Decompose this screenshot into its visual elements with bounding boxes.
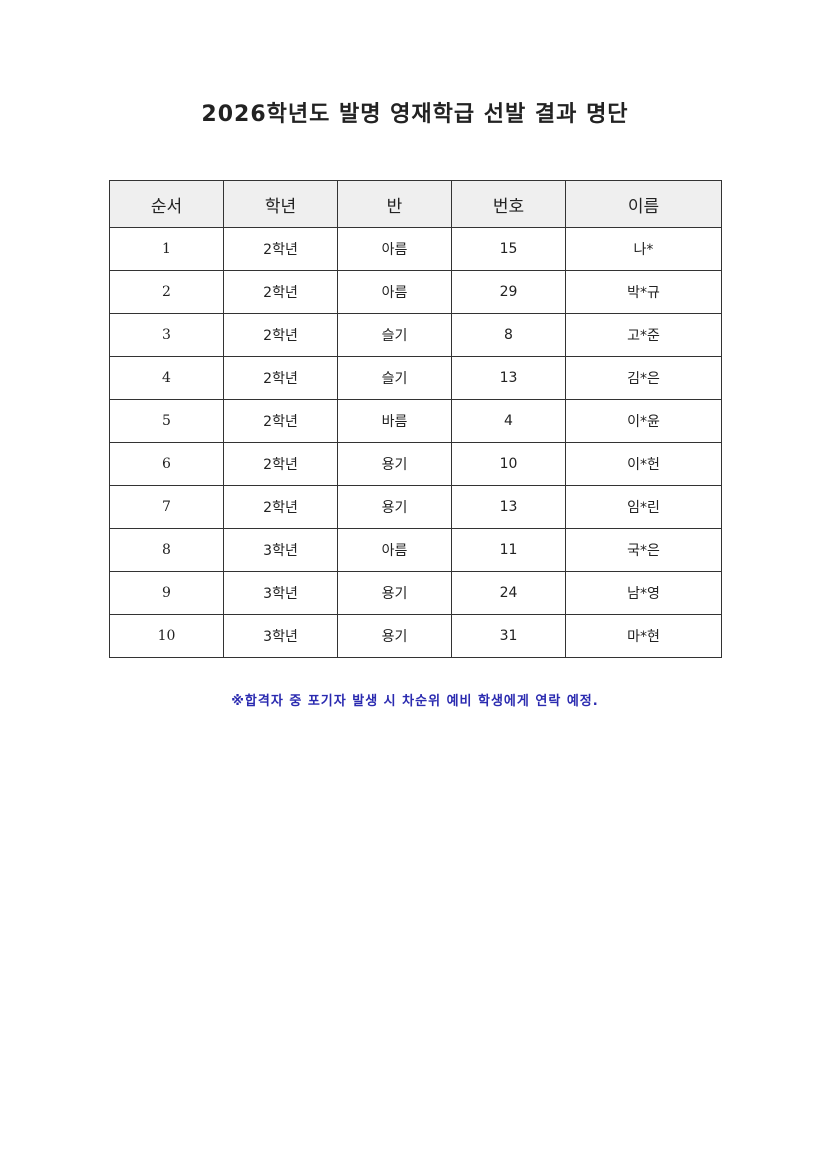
- header-grade: 학년: [223, 180, 338, 228]
- cell-number: 13: [451, 356, 566, 400]
- cell-grade: 2학년: [223, 270, 338, 314]
- cell-number: 10: [451, 442, 566, 486]
- notice-text: ※합격자 중 포기자 발생 시 차순위 예비 학생에게 연락 예정.: [231, 694, 599, 709]
- cell-order: 6: [109, 442, 224, 486]
- cell-class: 슬기: [337, 356, 452, 400]
- cell-grade: 3학년: [223, 614, 338, 658]
- cell-number: 24: [451, 571, 566, 615]
- cell-class: 슬기: [337, 313, 452, 357]
- cell-name: 국*은: [565, 528, 722, 572]
- cell-order: 3: [109, 313, 224, 357]
- cell-name: 나*: [565, 227, 722, 271]
- page-title: 2026학년도 발명 영재학급 선발 결과 명단: [201, 102, 629, 127]
- table-row: 4 2학년 슬기 13 김*은: [109, 356, 722, 400]
- cell-number: 15: [451, 227, 566, 271]
- table-row: 8 3학년 아름 11 국*은: [109, 528, 722, 572]
- header-number: 번호: [451, 180, 566, 228]
- table-row: 7 2학년 용기 13 임*린: [109, 485, 722, 529]
- cell-order: 8: [109, 528, 224, 572]
- cell-class: 용기: [337, 614, 452, 658]
- header-order: 순서: [109, 180, 224, 228]
- cell-number: 11: [451, 528, 566, 572]
- cell-order: 7: [109, 485, 224, 529]
- table-row: 10 3학년 용기 31 마*현: [109, 614, 722, 658]
- cell-class: 아름: [337, 227, 452, 271]
- cell-name: 이*윤: [565, 399, 722, 443]
- results-table: 순서 학년 반 번호 이름 1 2학년 아름 15 나* 2 2학년 아름 29 박*규 3 2학년 슬…: [109, 180, 722, 658]
- cell-name: 박*규: [565, 270, 722, 314]
- cell-class: 아름: [337, 528, 452, 572]
- cell-number: 4: [451, 399, 566, 443]
- table-row: 5 2학년 바름 4 이*윤: [109, 399, 722, 443]
- cell-grade: 2학년: [223, 485, 338, 529]
- cell-order: 5: [109, 399, 224, 443]
- header-class: 반: [337, 180, 452, 228]
- cell-name: 고*준: [565, 313, 722, 357]
- table-row: 9 3학년 용기 24 남*영: [109, 571, 722, 615]
- cell-grade: 3학년: [223, 571, 338, 615]
- table-row: 6 2학년 용기 10 이*헌: [109, 442, 722, 486]
- cell-name: 마*현: [565, 614, 722, 658]
- cell-name: 임*린: [565, 485, 722, 529]
- cell-number: 8: [451, 313, 566, 357]
- cell-class: 아름: [337, 270, 452, 314]
- table-header-row: 순서 학년 반 번호 이름: [109, 180, 722, 228]
- cell-class: 용기: [337, 442, 452, 486]
- cell-grade: 2학년: [223, 227, 338, 271]
- cell-number: 13: [451, 485, 566, 529]
- table-row: 1 2학년 아름 15 나*: [109, 227, 722, 271]
- cell-grade: 2학년: [223, 356, 338, 400]
- cell-grade: 2학년: [223, 313, 338, 357]
- cell-grade: 2학년: [223, 442, 338, 486]
- cell-grade: 2학년: [223, 399, 338, 443]
- cell-grade: 3학년: [223, 528, 338, 572]
- cell-class: 용기: [337, 485, 452, 529]
- cell-order: 2: [109, 270, 224, 314]
- cell-name: 이*헌: [565, 442, 722, 486]
- cell-order: 4: [109, 356, 224, 400]
- cell-name: 남*영: [565, 571, 722, 615]
- cell-class: 용기: [337, 571, 452, 615]
- cell-class: 바름: [337, 399, 452, 443]
- table-row: 2 2학년 아름 29 박*규: [109, 270, 722, 314]
- cell-order: 1: [109, 227, 224, 271]
- cell-name: 김*은: [565, 356, 722, 400]
- cell-number: 29: [451, 270, 566, 314]
- cell-order: 9: [109, 571, 224, 615]
- cell-number: 31: [451, 614, 566, 658]
- cell-order: 10: [109, 614, 224, 658]
- header-name: 이름: [565, 180, 722, 228]
- table-row: 3 2학년 슬기 8 고*준: [109, 313, 722, 357]
